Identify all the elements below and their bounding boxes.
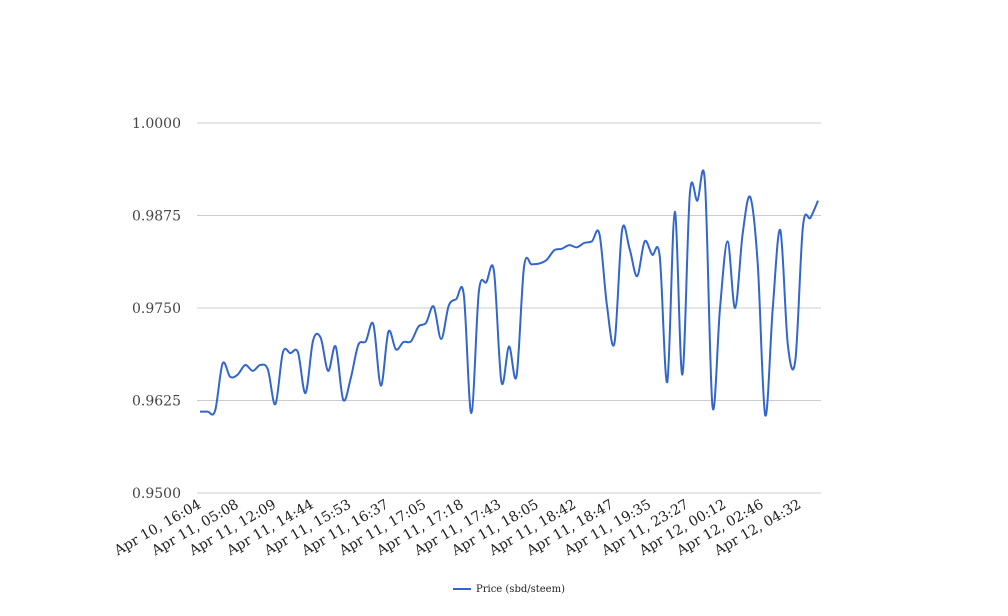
series-line — [199, 169, 819, 417]
y-tick-label: 0.9625 — [132, 394, 181, 410]
y-tick-label: 0.9750 — [132, 301, 181, 317]
y-tick-label: 0.9875 — [132, 209, 181, 225]
grid-lines — [197, 122, 821, 494]
legend: Price (sbd/steem) — [453, 584, 565, 595]
y-tick-label: 0.9500 — [132, 486, 181, 502]
y-tick-label: 1.0000 — [132, 116, 181, 132]
legend-label: Price (sbd/steem) — [476, 584, 565, 595]
y-axis-ticks: 1.0000 0.9875 0.9750 0.9625 0.9500 — [132, 116, 181, 502]
series-lines — [199, 169, 819, 417]
